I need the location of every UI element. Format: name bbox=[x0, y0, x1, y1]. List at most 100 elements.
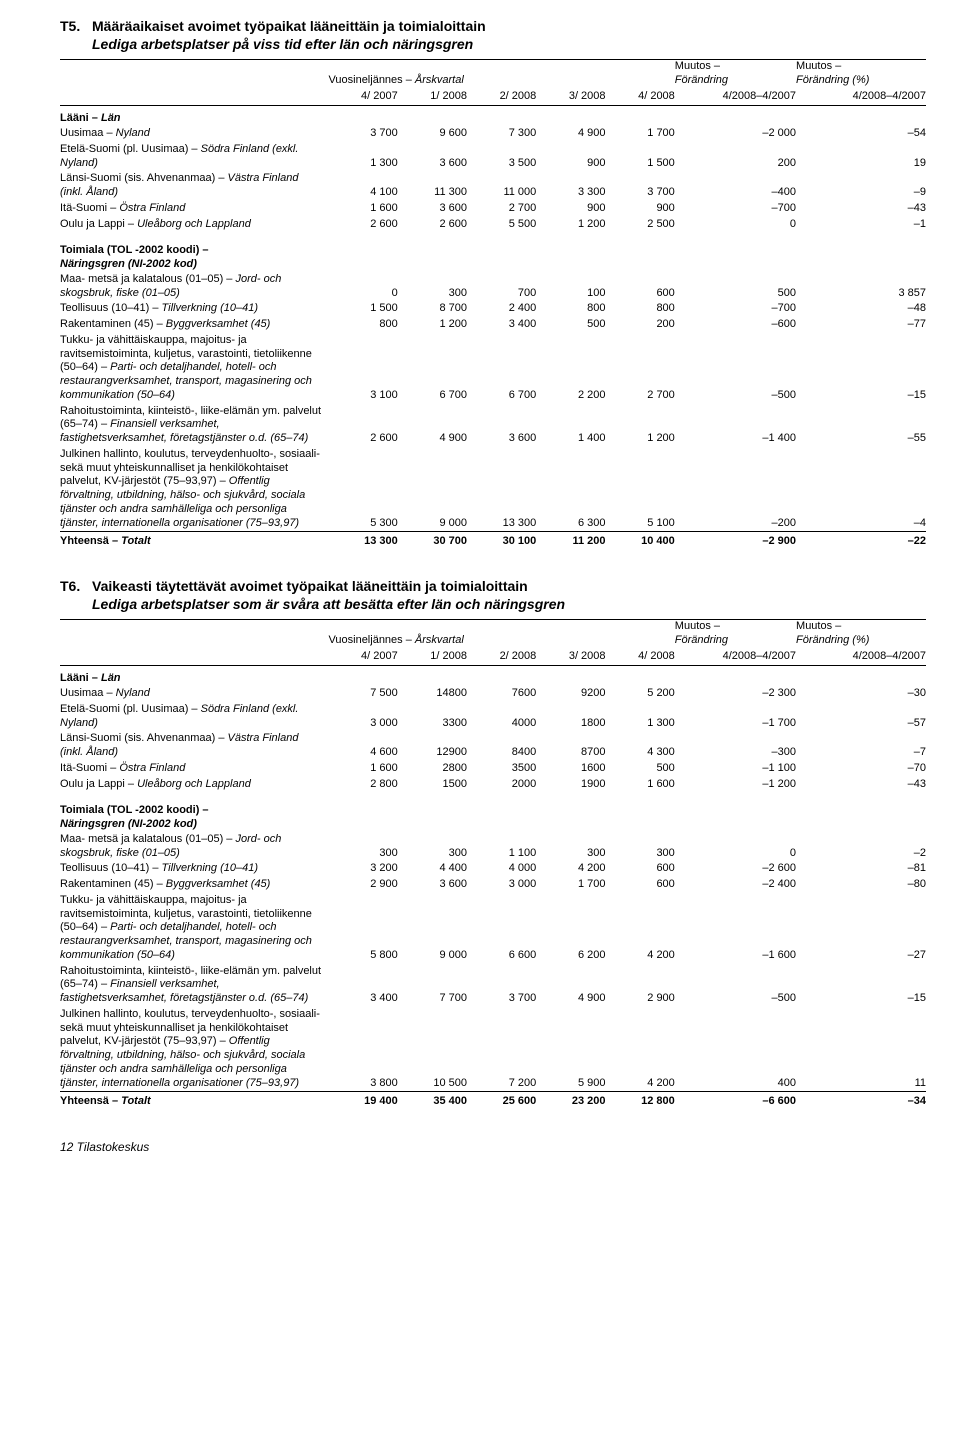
totals-cell: 12 800 bbox=[606, 1092, 675, 1112]
table-row-label: Teollisuus (10–41) – Tillverkning (10–41… bbox=[60, 301, 328, 317]
table-cell: 12900 bbox=[398, 731, 467, 761]
table-row-label: Tukku- ja vähittäiskauppa, majoitus- ja … bbox=[60, 893, 328, 964]
table-cell: 900 bbox=[606, 201, 675, 217]
table-cell: 3500 bbox=[467, 761, 536, 777]
table-cell: –1 700 bbox=[675, 702, 796, 732]
table-cell: –80 bbox=[796, 877, 926, 893]
table-cell: –400 bbox=[675, 171, 796, 201]
table-cell: 300 bbox=[328, 832, 397, 862]
totals-cell: 19 400 bbox=[328, 1092, 397, 1112]
t6-title-sv: Lediga arbetsplatser som är svåra att be… bbox=[92, 596, 565, 614]
table-cell: 900 bbox=[536, 142, 605, 172]
table-cell: 5 300 bbox=[328, 447, 397, 532]
totals-cell: 30 700 bbox=[398, 532, 467, 552]
table-cell: –700 bbox=[675, 201, 796, 217]
table-cell: 1 700 bbox=[606, 126, 675, 142]
table-cell: 2 700 bbox=[467, 201, 536, 217]
t6-table: Vuosineljännes – Årskvartal Muutos –Förä… bbox=[60, 619, 926, 1112]
region-section-head: Lääni – Län bbox=[60, 106, 926, 126]
table-cell: 1800 bbox=[536, 702, 605, 732]
t6-num: T6. bbox=[60, 578, 92, 613]
totals-cell: 25 600 bbox=[467, 1092, 536, 1112]
table-cell: 2 600 bbox=[328, 217, 397, 233]
industry-section-head: Toimiala (TOL -2002 koodi) –Näringsgren … bbox=[60, 798, 926, 832]
table-cell: –48 bbox=[796, 301, 926, 317]
table-cell: 11 bbox=[796, 1007, 926, 1092]
table-cell: 7 700 bbox=[398, 964, 467, 1007]
table-cell: 1 200 bbox=[536, 217, 605, 233]
table-cell: 300 bbox=[398, 272, 467, 302]
table-cell: 2 600 bbox=[398, 217, 467, 233]
table-cell: –57 bbox=[796, 702, 926, 732]
table-cell: 6 700 bbox=[398, 333, 467, 404]
table-cell: –1 400 bbox=[675, 404, 796, 447]
table-cell: –300 bbox=[675, 731, 796, 761]
table-cell: 3300 bbox=[398, 702, 467, 732]
table-cell: –54 bbox=[796, 126, 926, 142]
table-cell: 14800 bbox=[398, 686, 467, 702]
table-row-label: Itä-Suomi – Östra Finland bbox=[60, 761, 328, 777]
table-cell: –7 bbox=[796, 731, 926, 761]
table-cell: 3 600 bbox=[398, 142, 467, 172]
t6-title-fi: Vaikeasti täytettävät avoimet työpaikat … bbox=[92, 578, 565, 596]
table-cell: 2000 bbox=[467, 777, 536, 793]
t5-head-muutos: Muutos –Förändring bbox=[675, 60, 796, 90]
t5-head-vuosi: Vuosineljännes – Årskvartal bbox=[328, 60, 674, 90]
table-cell: –27 bbox=[796, 893, 926, 964]
table-row-label: Oulu ja Lappi – Uleåborg och Lappland bbox=[60, 777, 328, 793]
table-row-label: Rahoitustoiminta, kiinteistö-, liike-elä… bbox=[60, 964, 328, 1007]
table-cell: 11 000 bbox=[467, 171, 536, 201]
table-cell: 3 200 bbox=[328, 861, 397, 877]
table-row-label: Itä-Suomi – Östra Finland bbox=[60, 201, 328, 217]
table-row-label: Rakentaminen (45) – Byggverksamhet (45) bbox=[60, 317, 328, 333]
table-cell: 400 bbox=[675, 1007, 796, 1092]
table-cell: –55 bbox=[796, 404, 926, 447]
table-cell: –500 bbox=[675, 333, 796, 404]
table-cell: 700 bbox=[467, 272, 536, 302]
table-cell: 200 bbox=[606, 317, 675, 333]
table-cell: –15 bbox=[796, 333, 926, 404]
page-footer: 12 Tilastokeskus bbox=[60, 1140, 926, 1154]
table-cell: 1900 bbox=[536, 777, 605, 793]
table-cell: 2 900 bbox=[328, 877, 397, 893]
totals-cell: –2 900 bbox=[675, 532, 796, 552]
table-cell: –4 bbox=[796, 447, 926, 532]
table-cell: 3 600 bbox=[398, 201, 467, 217]
table-cell: 1 500 bbox=[606, 142, 675, 172]
table-cell: –70 bbox=[796, 761, 926, 777]
totals-cell: –34 bbox=[796, 1092, 926, 1112]
table-row-label: Länsi-Suomi (sis. Ahvenanmaa) – Västra F… bbox=[60, 171, 328, 201]
table-row-label: Julkinen hallinto, koulutus, terveydenhu… bbox=[60, 447, 328, 532]
table-cell: 5 200 bbox=[606, 686, 675, 702]
table-cell: –15 bbox=[796, 964, 926, 1007]
totals-cell: –22 bbox=[796, 532, 926, 552]
table-cell: 4 900 bbox=[536, 964, 605, 1007]
table-cell: 1 600 bbox=[328, 201, 397, 217]
table-cell: 1 200 bbox=[398, 317, 467, 333]
table-cell: 300 bbox=[398, 832, 467, 862]
table-cell: –700 bbox=[675, 301, 796, 317]
table-cell: 1 300 bbox=[328, 142, 397, 172]
table-cell: 800 bbox=[328, 317, 397, 333]
table-cell: 4 300 bbox=[606, 731, 675, 761]
table-cell: 3 300 bbox=[536, 171, 605, 201]
table-cell: 500 bbox=[606, 761, 675, 777]
table-cell: 600 bbox=[606, 861, 675, 877]
table-cell: 3 700 bbox=[328, 126, 397, 142]
table-cell: 9200 bbox=[536, 686, 605, 702]
table-cell: 1 400 bbox=[536, 404, 605, 447]
table-row-label: Rakentaminen (45) – Byggverksamhet (45) bbox=[60, 877, 328, 893]
table-row-label: Rahoitustoiminta, kiinteistö-, liike-elä… bbox=[60, 404, 328, 447]
table-cell: –1 100 bbox=[675, 761, 796, 777]
totals-cell: 11 200 bbox=[536, 532, 605, 552]
table-cell: 5 800 bbox=[328, 893, 397, 964]
table-row-label: Maa- metsä ja kalatalous (01–05) – Jord-… bbox=[60, 832, 328, 862]
table-cell: 3 500 bbox=[467, 142, 536, 172]
table-cell: –77 bbox=[796, 317, 926, 333]
table-cell: 900 bbox=[536, 201, 605, 217]
table-cell: 8700 bbox=[536, 731, 605, 761]
table-cell: 300 bbox=[606, 832, 675, 862]
table-cell: 3 600 bbox=[398, 877, 467, 893]
totals-cell: 10 400 bbox=[606, 532, 675, 552]
totals-cell: 23 200 bbox=[536, 1092, 605, 1112]
